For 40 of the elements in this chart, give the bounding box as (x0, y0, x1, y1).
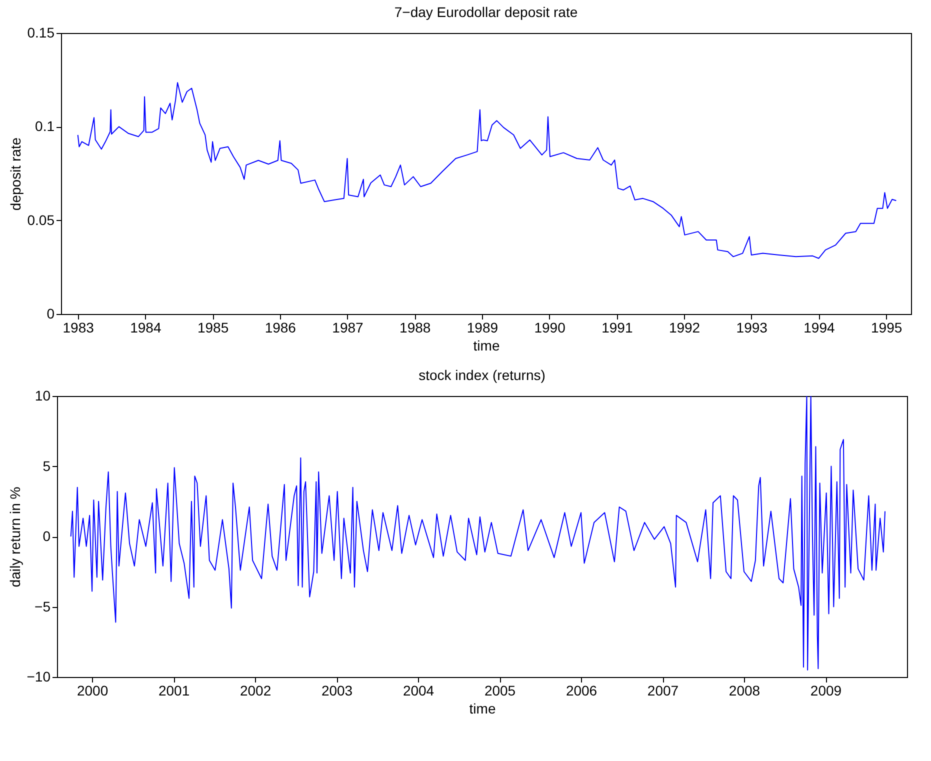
y-tick-label: −5 (34, 598, 51, 614)
y-axis-title: deposit rate (7, 137, 24, 211)
x-tick-label: 1987 (332, 320, 364, 336)
y-tick-label: 0.1 (35, 118, 55, 134)
y-tick-label: 10 (34, 388, 51, 404)
x-tick-label: 2008 (728, 682, 760, 698)
x-tick-label: 1989 (466, 320, 498, 336)
x-tick-label: 1995 (871, 320, 902, 336)
x-axis-title: time (469, 700, 496, 716)
y-tick-label: 0.05 (27, 212, 55, 228)
x-tick-label: 2003 (321, 682, 353, 698)
line-series (77, 82, 897, 259)
x-tick-label: 1986 (264, 320, 296, 336)
chart-title: 7−day Eurodollar deposit rate (394, 4, 578, 20)
x-tick-label: 2004 (402, 682, 434, 698)
line-series (70, 396, 886, 670)
x-tick-label: 1994 (804, 320, 836, 336)
chart-title: stock index (returns) (418, 367, 546, 383)
y-tick-label: −10 (26, 668, 51, 684)
x-tick-label: 1985 (197, 320, 229, 336)
x-tick-label: 1992 (668, 320, 700, 336)
x-tick-label: 1988 (400, 320, 431, 336)
x-tick-label: 1984 (130, 320, 162, 336)
x-tick-label: 1990 (534, 320, 566, 336)
x-tick-label: 2006 (566, 682, 598, 698)
x-axis-title: time (473, 338, 500, 354)
x-tick-label: 1991 (602, 320, 633, 336)
y-tick-label: 0 (42, 528, 51, 544)
x-tick-label: 2009 (810, 682, 842, 698)
y-tick-label: 0.15 (27, 24, 55, 40)
x-tick-label: 1993 (736, 320, 768, 336)
y-axis-title: daily return in % (6, 486, 23, 588)
y-tick-label: 0 (46, 306, 55, 322)
x-tick-label: 2001 (158, 682, 190, 698)
x-tick-label: 2005 (484, 682, 516, 698)
x-tick-label: 1983 (62, 320, 94, 336)
y-tick-label: 5 (42, 458, 51, 474)
x-tick-label: 2007 (647, 682, 679, 698)
x-tick-label: 2002 (240, 682, 272, 698)
x-tick-label: 2000 (76, 682, 108, 698)
